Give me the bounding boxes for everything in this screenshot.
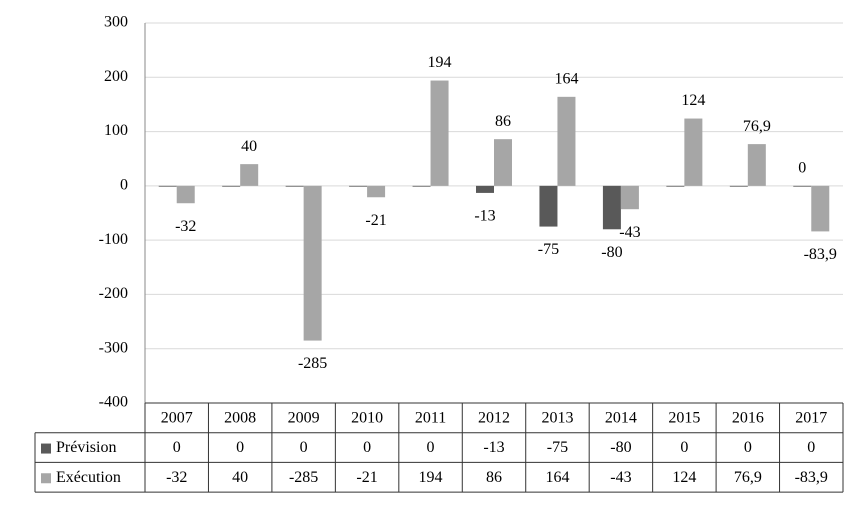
y-tick-label: -100 [99, 231, 128, 248]
table-cell: -21 [356, 469, 377, 486]
bar [412, 185, 431, 187]
bar [285, 185, 304, 187]
legend-label: Prévision [56, 439, 116, 456]
data-label: -285 [298, 355, 327, 372]
data-label: -75 [538, 241, 559, 258]
x-tick-label: 2016 [732, 410, 764, 427]
x-tick-label: 2011 [415, 410, 446, 427]
bar [729, 185, 748, 187]
table-cell: -83,9 [795, 469, 828, 486]
table-cell: 0 [744, 439, 752, 456]
table-cell: -32 [166, 469, 187, 486]
table-cell: 0 [680, 439, 688, 456]
data-label: -32 [175, 218, 196, 235]
table-cell: -80 [610, 439, 631, 456]
bar [158, 185, 177, 187]
data-label: -13 [474, 208, 495, 225]
bar [602, 185, 621, 230]
table-cell: -13 [483, 439, 504, 456]
data-label: -43 [619, 224, 640, 241]
bar [557, 96, 576, 186]
bar [539, 185, 558, 227]
data-label: -80 [601, 244, 622, 261]
legend-swatch [41, 473, 51, 484]
legend-label: Exécution [56, 469, 121, 486]
table-cell: -75 [547, 439, 568, 456]
bar [240, 164, 259, 186]
bar [666, 185, 685, 187]
legend-swatch [41, 443, 51, 454]
y-tick-label: -300 [99, 339, 128, 356]
bar [620, 185, 639, 210]
x-tick-label: 2015 [668, 410, 700, 427]
bar [349, 185, 368, 187]
table-cell: 164 [545, 469, 569, 486]
data-label: -21 [365, 212, 386, 229]
table-cell: 0 [236, 439, 244, 456]
table-cell: 86 [486, 469, 502, 486]
bar [684, 118, 703, 186]
table-cell: 0 [807, 439, 815, 456]
bar [747, 144, 766, 186]
table-cell: 0 [173, 439, 181, 456]
data-label: -83,9 [804, 246, 837, 263]
data-label: 194 [428, 54, 452, 71]
bar [793, 185, 812, 187]
table-cell: 124 [672, 469, 696, 486]
x-tick-label: 2014 [605, 410, 637, 427]
bar [176, 185, 195, 204]
y-tick-label: 100 [104, 122, 128, 139]
bar [494, 139, 512, 186]
data-label: 124 [681, 92, 705, 109]
bar [811, 185, 830, 232]
x-tick-label: 2007 [161, 410, 193, 427]
bar [222, 185, 241, 187]
table-cell: 0 [300, 439, 308, 456]
x-tick-label: 2017 [795, 410, 827, 427]
data-label: 164 [554, 71, 578, 88]
y-tick-label: 300 [104, 14, 128, 31]
y-tick-label: 200 [104, 68, 128, 85]
y-tick-label: -200 [99, 285, 128, 302]
table-cell: 0 [363, 439, 371, 456]
bar [430, 80, 449, 186]
bar [303, 185, 322, 341]
data-label: 0 [798, 160, 806, 177]
x-tick-label: 2012 [478, 410, 510, 427]
y-tick-label: 0 [120, 177, 128, 194]
bar [367, 185, 386, 198]
x-tick-label: 2009 [288, 410, 320, 427]
table-cell: 76,9 [734, 469, 762, 486]
table-cell: 40 [232, 469, 248, 486]
table-cell: 0 [427, 439, 435, 456]
data-label: 40 [241, 138, 257, 155]
data-label: 86 [495, 113, 511, 130]
table-cell: 194 [419, 469, 443, 486]
y-tick-label: -400 [99, 394, 128, 411]
table-cell: -285 [289, 469, 318, 486]
x-tick-label: 2008 [224, 410, 256, 427]
x-tick-label: 2013 [541, 410, 573, 427]
bar [476, 185, 494, 193]
table-cell: -43 [610, 469, 631, 486]
data-label: 76,9 [743, 118, 771, 135]
x-tick-label: 2010 [351, 410, 383, 427]
